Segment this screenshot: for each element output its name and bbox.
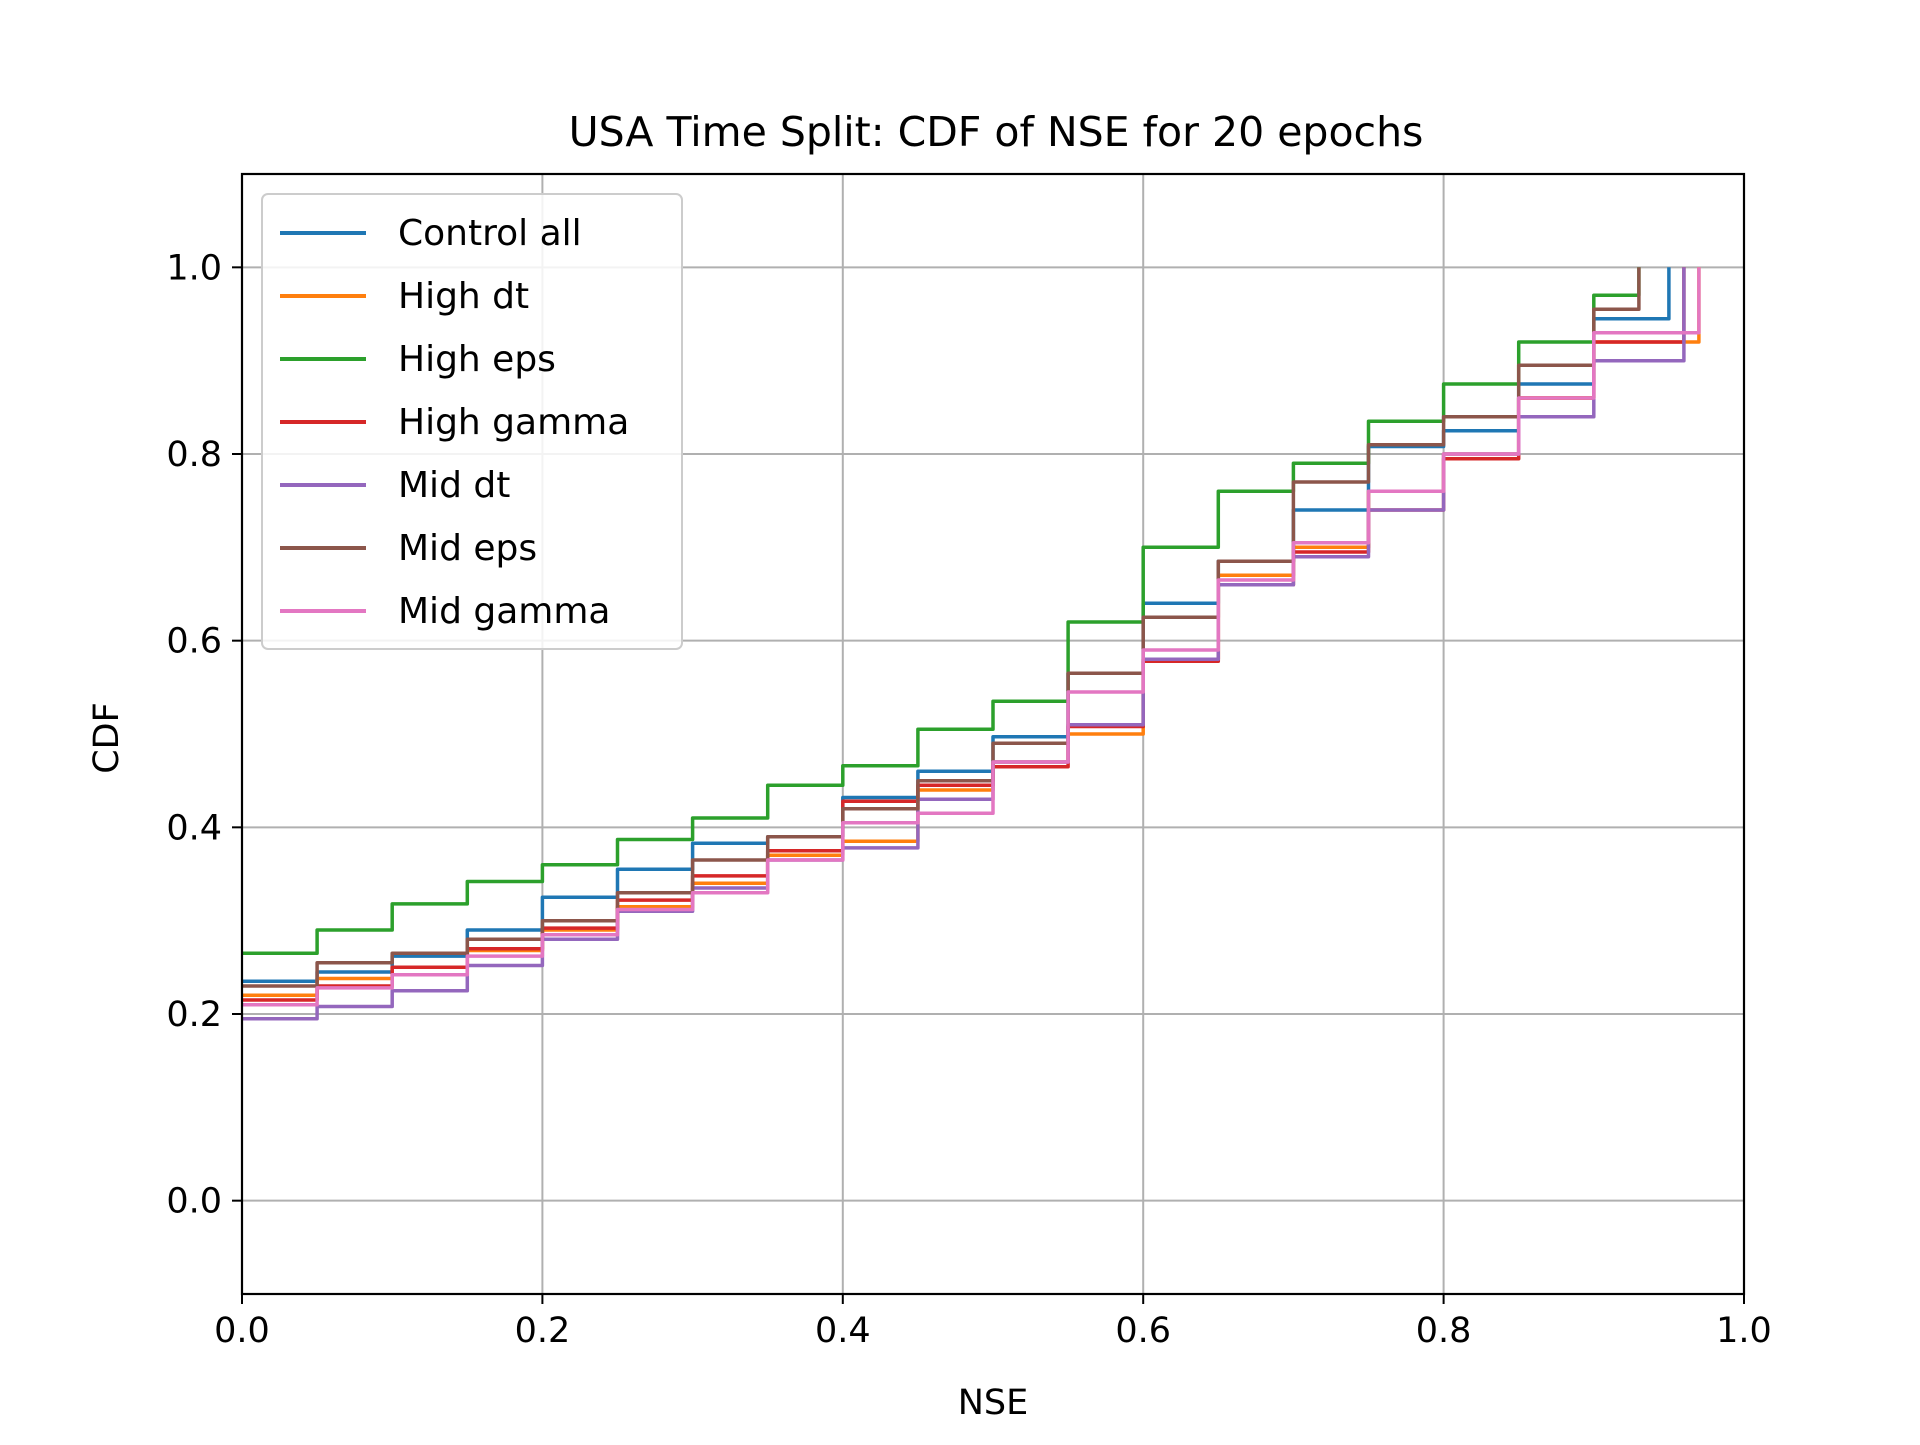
y-axis-label: CDF <box>87 702 127 774</box>
legend-box <box>261 193 683 650</box>
plot-frame <box>240 172 1746 1296</box>
y-tick-label: 0.2 <box>166 995 222 1035</box>
x-tick-label: 1.0 <box>1716 1311 1772 1351</box>
legend-label: Mid eps <box>398 528 537 569</box>
legend-label: Control all <box>398 213 582 254</box>
x-tick-label: 0.4 <box>815 1311 871 1351</box>
legend-label: Mid gamma <box>398 591 610 632</box>
y-tick-label: 0.4 <box>166 808 222 848</box>
x-tick-label: 0.6 <box>1115 1311 1171 1351</box>
y-tick-label: 1.0 <box>166 248 222 288</box>
legend-label: High eps <box>398 339 556 380</box>
legend: Control all High dt High eps High gamma Mid … <box>261 193 683 650</box>
series-lines <box>242 267 1701 1021</box>
y-tick-label: 0.6 <box>166 622 222 662</box>
y-tick-label: 0.8 <box>166 435 222 475</box>
legend-label: High dt <box>398 276 529 317</box>
x-tick-label: 0.0 <box>214 1311 270 1351</box>
series-line-mid-gamma <box>242 267 1701 1007</box>
series-line-high-eps <box>242 267 1641 956</box>
y-tick-label: 0.0 <box>166 1182 222 1222</box>
chart-title: USA Time Split: CDF of NSE for 20 epochs <box>569 108 1424 156</box>
x-tick-label: 0.8 <box>1416 1311 1472 1351</box>
legend-label: Mid dt <box>398 465 510 506</box>
x-axis-label: NSE <box>958 1383 1029 1423</box>
x-tick-label: 0.2 <box>515 1311 571 1351</box>
legend-label: High gamma <box>398 402 629 443</box>
axis-ticks: 0.0 0.2 0.4 0.6 0.8 1.0 0.0 0.2 0.4 0.6 0.8 1.0 <box>166 248 1772 1351</box>
